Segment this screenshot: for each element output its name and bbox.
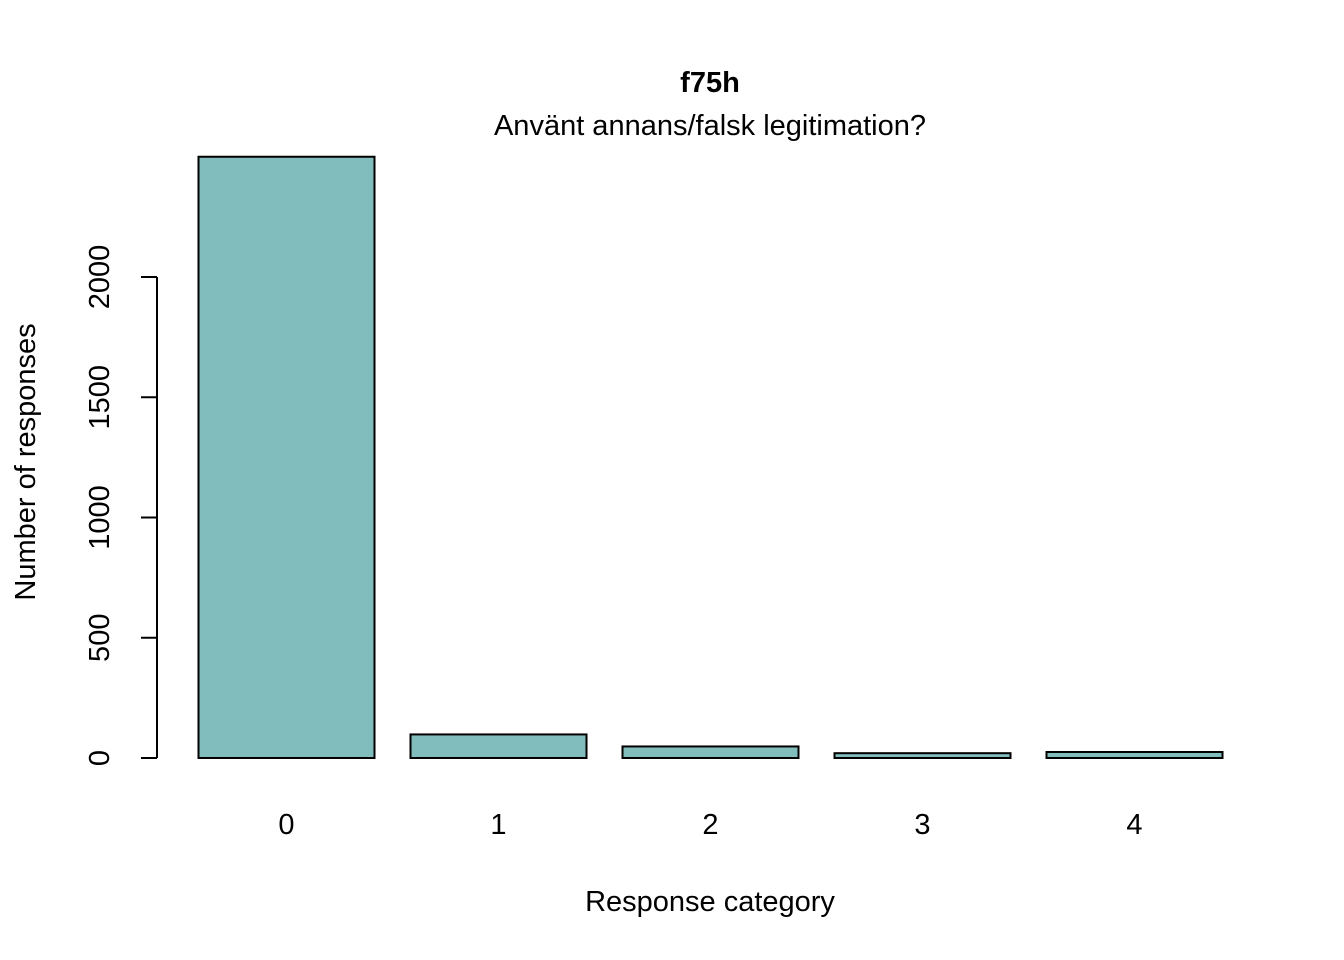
x-tick-label: 2	[702, 809, 718, 841]
chart-title: f75h	[680, 67, 740, 99]
y-tick-label: 0	[84, 750, 116, 766]
bars-group	[197, 155, 1224, 760]
x-tick-label: 3	[914, 809, 930, 841]
x-tick-label: 4	[1126, 809, 1142, 841]
bar-0	[197, 155, 376, 759]
y-axis-label: Number of responses	[10, 323, 42, 600]
bar-3	[833, 752, 1012, 760]
y-tick-label: 1000	[84, 485, 116, 550]
chart-subtitle: Använt annans/falsk legitimation?	[494, 110, 926, 142]
x-axis-tick-labels: 0 1 2 3 4	[278, 809, 1142, 841]
y-tick-label: 500	[84, 614, 116, 662]
bar-1	[409, 733, 588, 760]
y-tick-label: 1500	[84, 365, 116, 430]
y-axis: 0 500 1000 1500 2000	[84, 245, 158, 766]
y-tick-label: 2000	[84, 245, 116, 310]
x-axis-label: Response category	[585, 886, 835, 918]
x-tick-label: 0	[278, 809, 294, 841]
bar-4	[1045, 750, 1224, 759]
x-tick-label: 1	[490, 809, 506, 841]
bar-2	[621, 745, 800, 759]
